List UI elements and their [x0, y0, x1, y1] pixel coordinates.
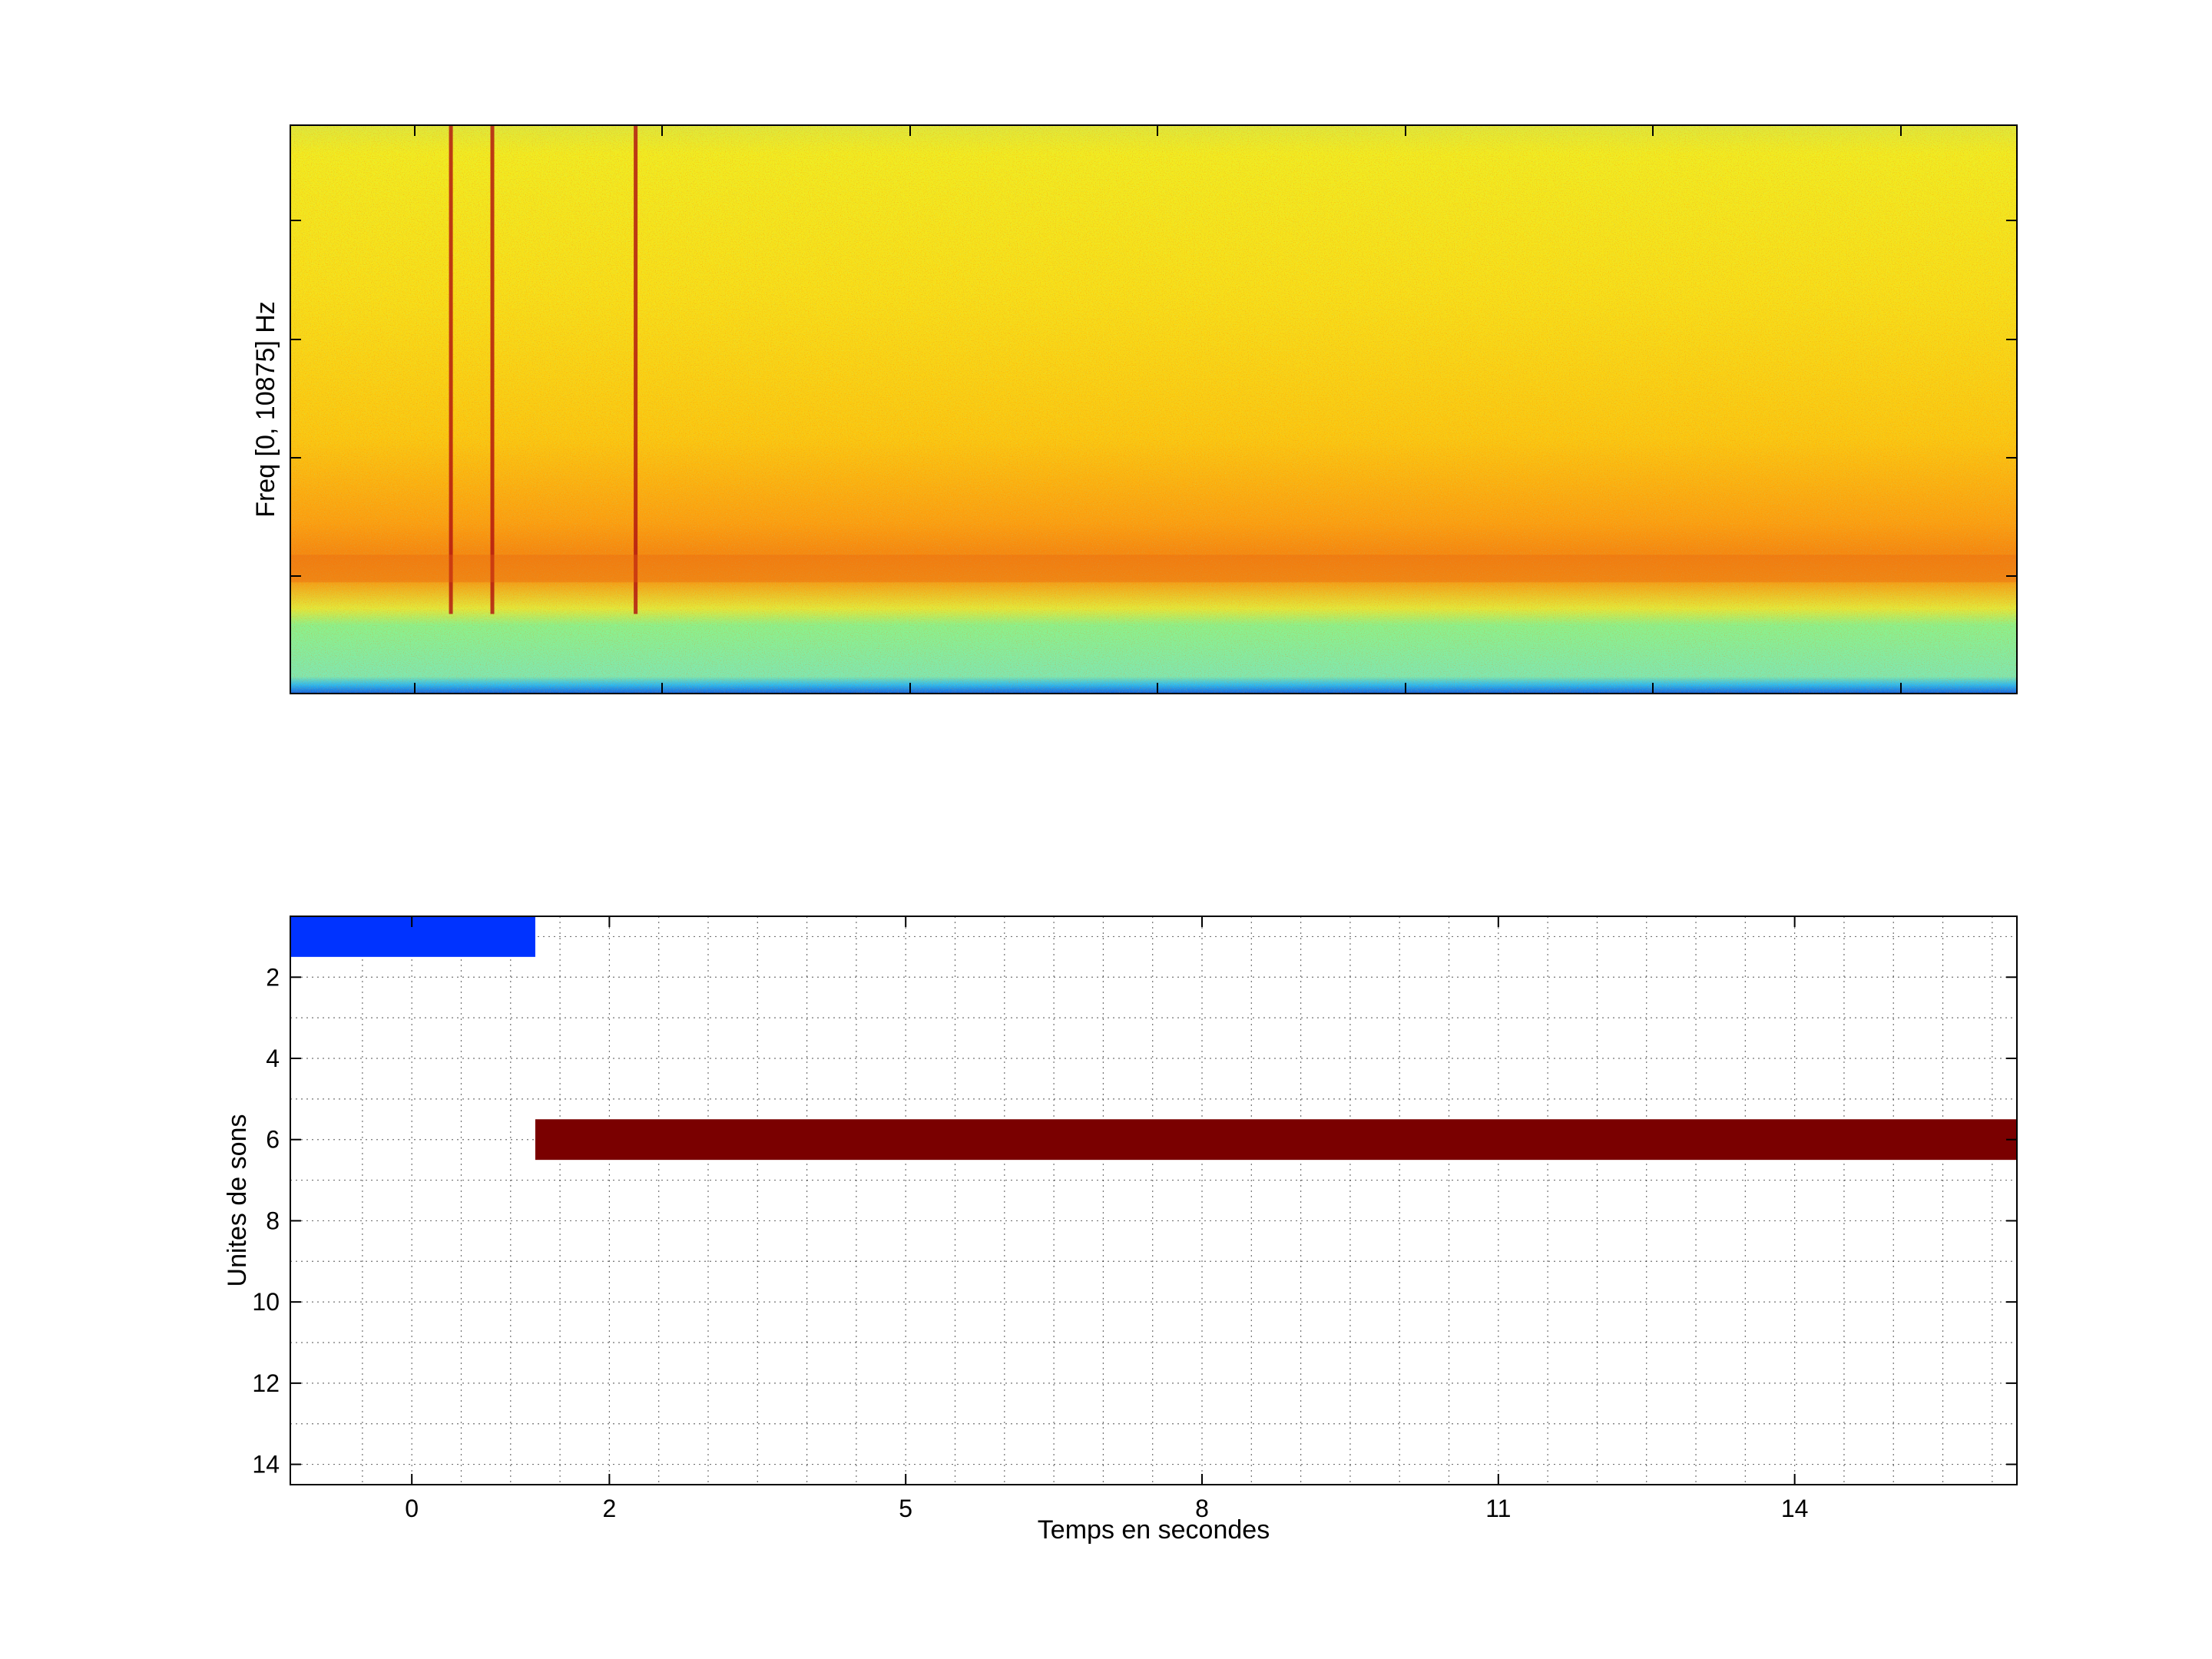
units-xtick-label: 2	[602, 1495, 616, 1522]
spectrogram-energy-band	[290, 555, 2017, 583]
unit-segment-bar	[535, 1119, 2017, 1161]
spectrogram-ticks	[290, 125, 2017, 694]
units-xtick-label: 11	[1485, 1495, 1511, 1522]
units-plot-area	[290, 916, 2017, 1485]
spectrogram-ylabel: Freq [0, 10875] Hz	[251, 301, 280, 518]
units-ytick-label: 2	[266, 963, 280, 991]
units-ytick-label: 10	[252, 1288, 280, 1316]
units-ytick-label: 8	[266, 1207, 280, 1234]
units-ytick-label: 14	[252, 1451, 280, 1479]
units-grid	[290, 916, 2017, 1485]
units-xtick-label: 14	[1781, 1495, 1809, 1522]
spectrogram-frame	[290, 124, 2018, 694]
units-xlabel: Temps en secondes	[1038, 1515, 1270, 1545]
units-panel: 0 2 5 8 11 14 2 4 6 8 10 12 14 Temps en secondes Un…	[223, 916, 2018, 1545]
units-ytick-label: 4	[266, 1045, 280, 1072]
units-frame	[290, 916, 2018, 1485]
unit-segment-bar	[290, 916, 535, 957]
spectrogram-image	[290, 125, 2017, 694]
units-xtick-label: 0	[405, 1495, 419, 1522]
units-xtick-label: 8	[1195, 1495, 1209, 1522]
units-ylabel: Unites de sons	[223, 1114, 252, 1287]
units-xtick-label: 5	[899, 1495, 912, 1522]
spectrogram-panel: Freq [0, 10875] Hz	[251, 124, 2018, 694]
units-bars	[290, 916, 2017, 1161]
units-ytick-labels: 2 4 6 8 10 12 14	[252, 963, 2017, 1479]
units-ytick-label: 6	[266, 1126, 280, 1154]
units-ytick-label: 12	[252, 1369, 280, 1397]
units-xtick-labels: 0 2 5 8 11 14	[405, 916, 1808, 1522]
